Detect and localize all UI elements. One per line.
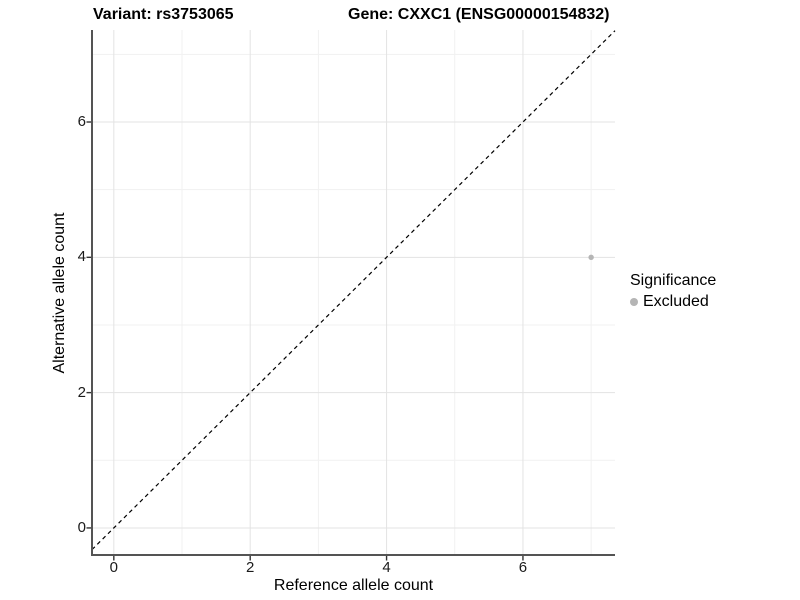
gene-title: Gene: CXXC1 (ENSG00000154832) xyxy=(348,6,610,23)
y-tick-label-6: 6 xyxy=(77,113,86,130)
x-axis-title: Reference allele count xyxy=(273,577,434,594)
x-tick-label-0: 0 xyxy=(109,559,118,576)
x-tick-label-4: 4 xyxy=(382,559,391,576)
x-tick-label-2: 2 xyxy=(246,559,255,576)
identity-reference-line xyxy=(91,30,616,551)
y-tick-label-0: 0 xyxy=(77,518,86,536)
y-axis-title: Alternative allele count xyxy=(51,212,68,374)
x-tick-label-6: 6 xyxy=(518,559,528,576)
variant-title: Variant: rs3753065 xyxy=(93,6,234,23)
excluded-point-icon xyxy=(630,298,638,306)
legend-title: Significance xyxy=(630,272,717,289)
y-tick-label-4: 4 xyxy=(77,248,86,266)
data-point-excluded xyxy=(588,254,594,261)
y-tick-label-2: 2 xyxy=(77,383,86,401)
legend: Significance Excluded xyxy=(630,272,716,311)
legend-entry-label: Excluded xyxy=(643,293,709,310)
legend-entry-excluded: Excluded xyxy=(630,293,716,311)
